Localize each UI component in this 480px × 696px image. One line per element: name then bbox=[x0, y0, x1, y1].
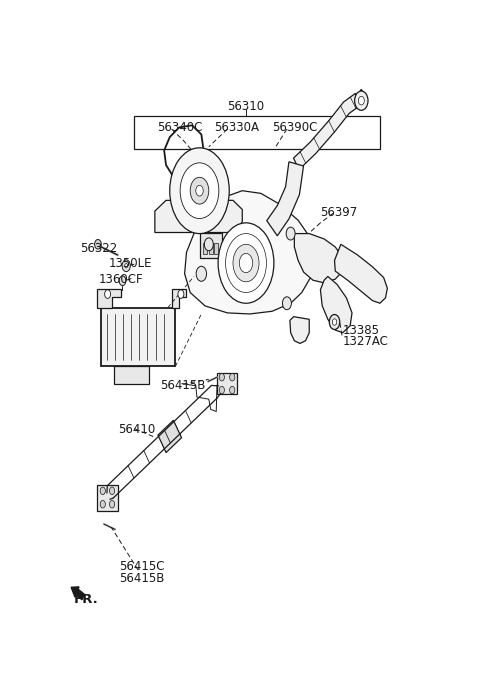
FancyArrow shape bbox=[71, 587, 84, 600]
Circle shape bbox=[109, 500, 115, 508]
Polygon shape bbox=[267, 161, 303, 236]
Text: 1350LE: 1350LE bbox=[108, 257, 152, 269]
Text: 56310: 56310 bbox=[228, 100, 264, 113]
Text: 56415C: 56415C bbox=[119, 560, 164, 574]
Circle shape bbox=[282, 296, 291, 310]
Text: 56415B: 56415B bbox=[119, 572, 164, 585]
Text: 56330A: 56330A bbox=[215, 121, 259, 134]
Circle shape bbox=[95, 239, 101, 249]
Circle shape bbox=[355, 91, 368, 111]
Circle shape bbox=[125, 264, 128, 268]
Text: FR.: FR. bbox=[74, 592, 99, 606]
Circle shape bbox=[190, 177, 209, 204]
Circle shape bbox=[286, 227, 295, 240]
Circle shape bbox=[196, 185, 203, 196]
Bar bbox=[114, 367, 149, 383]
Bar bbox=[134, 116, 380, 149]
Circle shape bbox=[109, 487, 115, 495]
Bar bbox=[215, 243, 218, 254]
Circle shape bbox=[204, 238, 213, 251]
Circle shape bbox=[332, 319, 337, 325]
Polygon shape bbox=[335, 244, 387, 303]
Text: 1327AC: 1327AC bbox=[343, 335, 389, 348]
Circle shape bbox=[229, 374, 235, 381]
Text: 56415B: 56415B bbox=[160, 379, 206, 393]
Text: 56340C: 56340C bbox=[156, 121, 202, 134]
Polygon shape bbox=[290, 317, 309, 343]
Circle shape bbox=[219, 374, 225, 381]
Polygon shape bbox=[294, 93, 360, 170]
Circle shape bbox=[196, 267, 206, 281]
Circle shape bbox=[233, 244, 259, 282]
Circle shape bbox=[219, 386, 225, 394]
Circle shape bbox=[105, 290, 110, 299]
Circle shape bbox=[170, 148, 229, 234]
Bar bbox=[217, 373, 238, 395]
Bar bbox=[101, 308, 175, 367]
Bar bbox=[97, 486, 118, 511]
Polygon shape bbox=[172, 289, 186, 308]
Text: 13385: 13385 bbox=[343, 324, 380, 337]
Polygon shape bbox=[185, 191, 313, 314]
Text: 56390C: 56390C bbox=[272, 121, 317, 134]
Text: 56322: 56322 bbox=[81, 242, 118, 255]
Circle shape bbox=[359, 96, 364, 105]
Circle shape bbox=[329, 315, 340, 329]
Circle shape bbox=[240, 253, 252, 273]
Polygon shape bbox=[321, 276, 352, 333]
Circle shape bbox=[218, 223, 274, 303]
Circle shape bbox=[122, 260, 130, 271]
Polygon shape bbox=[200, 232, 222, 258]
Circle shape bbox=[229, 386, 235, 394]
Polygon shape bbox=[158, 420, 181, 452]
Text: 1360CF: 1360CF bbox=[99, 273, 144, 285]
Text: 56410: 56410 bbox=[118, 422, 155, 436]
Polygon shape bbox=[294, 234, 343, 283]
Bar bbox=[209, 243, 213, 254]
Polygon shape bbox=[97, 289, 121, 308]
Circle shape bbox=[100, 487, 106, 495]
Polygon shape bbox=[155, 200, 242, 232]
Bar bbox=[203, 243, 207, 254]
Circle shape bbox=[226, 234, 266, 292]
Circle shape bbox=[100, 500, 106, 508]
Circle shape bbox=[119, 276, 126, 285]
Circle shape bbox=[178, 290, 184, 299]
Text: 56397: 56397 bbox=[321, 205, 358, 219]
Circle shape bbox=[180, 163, 219, 219]
